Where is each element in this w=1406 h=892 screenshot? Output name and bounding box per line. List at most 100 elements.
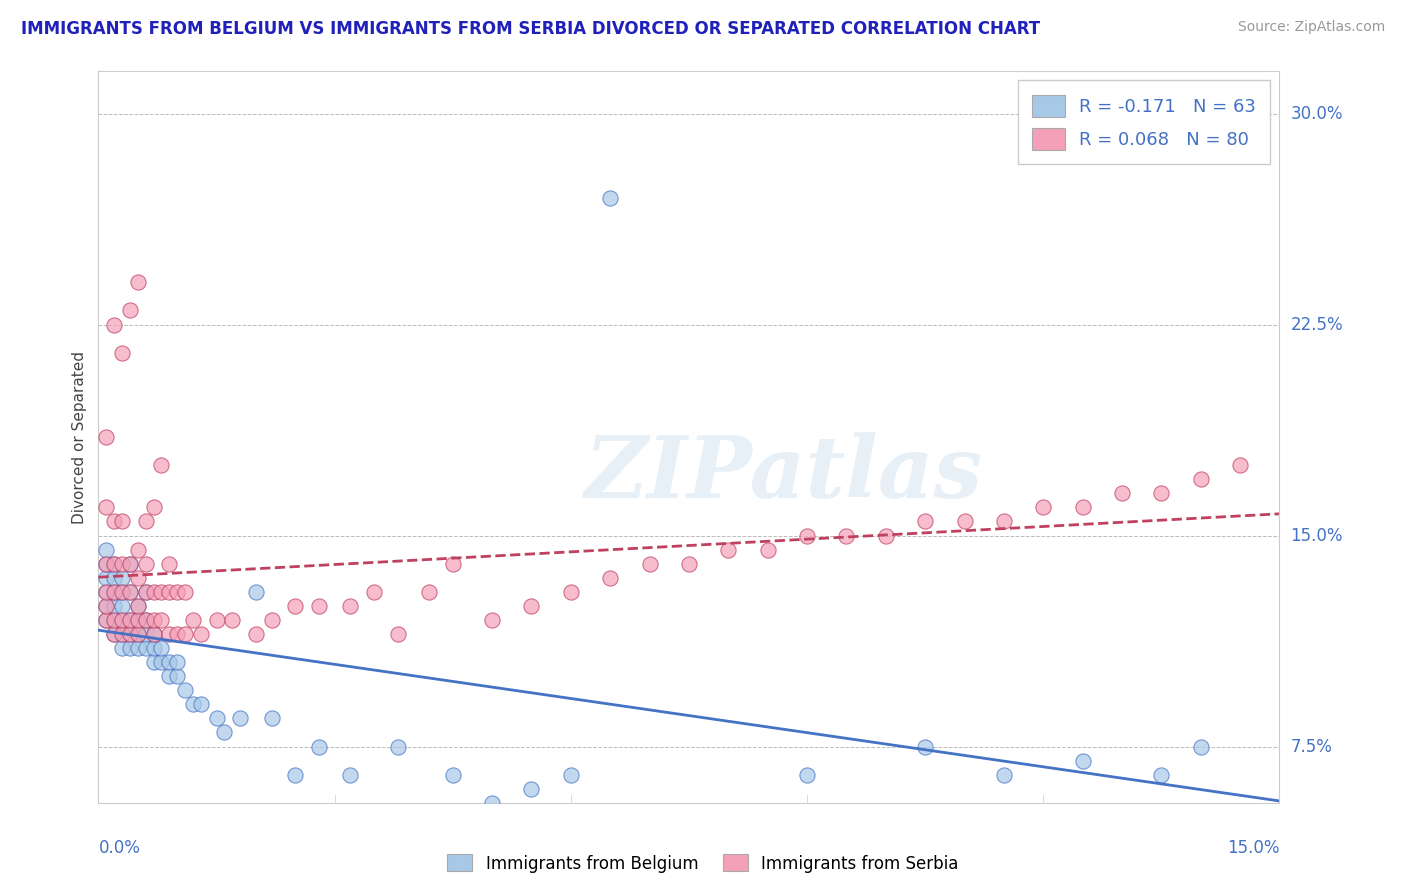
Point [142, 500, 165, 515]
Legend: Immigrants from Belgium, Immigrants from Serbia: Immigrants from Belgium, Immigrants from… [440, 847, 966, 880]
Point [245, 584, 267, 599]
Point [835, 528, 858, 542]
Point [111, 345, 134, 359]
Point [1189, 472, 1212, 486]
Point [441, 767, 464, 781]
Point [387, 739, 409, 754]
Point [1032, 500, 1054, 515]
Point [599, 571, 621, 585]
Point [135, 584, 157, 599]
Point [96, 599, 118, 613]
Point [111, 641, 134, 656]
Point [181, 613, 204, 627]
Point [260, 613, 283, 627]
Point [118, 613, 141, 627]
Point [308, 599, 330, 613]
Point [756, 542, 779, 557]
Point [135, 613, 157, 627]
Point [308, 739, 330, 754]
Point [135, 641, 157, 656]
Point [135, 627, 157, 641]
Point [1071, 500, 1094, 515]
Point [520, 781, 543, 796]
Point [190, 627, 212, 641]
Point [142, 641, 165, 656]
Point [1150, 767, 1173, 781]
Point [1071, 754, 1094, 768]
Point [103, 613, 125, 627]
Point [96, 584, 118, 599]
Point [127, 542, 149, 557]
Point [135, 557, 157, 571]
Point [96, 542, 118, 557]
Point [150, 458, 173, 473]
Point [103, 557, 125, 571]
Point [111, 557, 134, 571]
Point [127, 613, 149, 627]
Point [150, 584, 173, 599]
Legend: R = -0.171   N = 63, R = 0.068   N = 80: R = -0.171 N = 63, R = 0.068 N = 80 [1018, 80, 1271, 164]
Point [875, 528, 897, 542]
Point [96, 584, 118, 599]
Point [142, 655, 165, 669]
Point [127, 613, 149, 627]
Point [111, 613, 134, 627]
Point [796, 767, 818, 781]
Point [142, 584, 165, 599]
Point [118, 584, 141, 599]
Point [111, 627, 134, 641]
Point [953, 515, 976, 529]
Point [214, 725, 236, 739]
Point [96, 557, 118, 571]
Text: 30.0%: 30.0% [1291, 104, 1343, 122]
Point [221, 613, 243, 627]
Point [111, 515, 134, 529]
Point [118, 641, 141, 656]
Point [245, 627, 267, 641]
Point [993, 767, 1015, 781]
Point [127, 571, 149, 585]
Point [150, 613, 173, 627]
Point [174, 584, 197, 599]
Text: IMMIGRANTS FROM BELGIUM VS IMMIGRANTS FROM SERBIA DIVORCED OR SEPARATED CORRELAT: IMMIGRANTS FROM BELGIUM VS IMMIGRANTS FR… [21, 20, 1040, 37]
Text: 0.0%: 0.0% [98, 838, 141, 857]
Point [363, 584, 385, 599]
Point [166, 655, 188, 669]
Point [118, 557, 141, 571]
Point [118, 303, 141, 318]
Text: 15.0%: 15.0% [1291, 526, 1343, 544]
Point [339, 599, 361, 613]
Point [111, 584, 134, 599]
Point [127, 641, 149, 656]
Point [166, 669, 188, 683]
Point [118, 584, 141, 599]
Point [127, 599, 149, 613]
Point [135, 515, 157, 529]
Point [118, 613, 141, 627]
Point [418, 584, 440, 599]
Point [174, 627, 197, 641]
Point [157, 557, 180, 571]
Text: 22.5%: 22.5% [1291, 316, 1343, 334]
Point [111, 599, 134, 613]
Point [103, 627, 125, 641]
Point [481, 796, 503, 810]
Point [717, 542, 740, 557]
Point [796, 528, 818, 542]
Point [103, 557, 125, 571]
Point [142, 627, 165, 641]
Point [103, 599, 125, 613]
Point [157, 584, 180, 599]
Point [1111, 486, 1133, 500]
Point [135, 613, 157, 627]
Point [678, 557, 700, 571]
Point [118, 627, 141, 641]
Point [1150, 486, 1173, 500]
Point [157, 655, 180, 669]
Point [638, 557, 661, 571]
Point [284, 599, 307, 613]
Point [190, 698, 212, 712]
Point [111, 584, 134, 599]
Point [339, 767, 361, 781]
Point [142, 613, 165, 627]
